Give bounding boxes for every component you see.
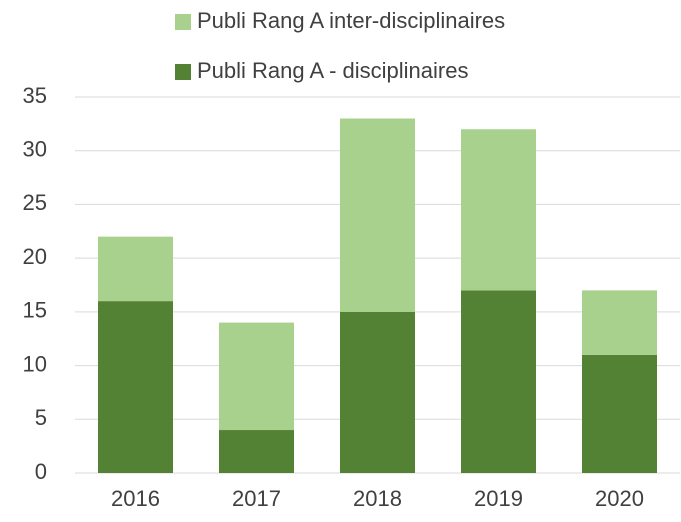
bar-segment xyxy=(98,236,173,302)
bar-segment xyxy=(582,290,657,355)
x-tick-label: 2016 xyxy=(111,486,160,511)
y-tick-label: 15 xyxy=(23,298,47,323)
y-tick-label: 0 xyxy=(35,459,47,484)
x-tick-label: 2020 xyxy=(595,486,644,511)
y-tick-label: 30 xyxy=(23,137,47,162)
legend-swatch xyxy=(175,64,191,80)
bar-segment xyxy=(340,311,415,473)
x-tick-label: 2018 xyxy=(353,486,402,511)
bar-segment xyxy=(461,129,536,291)
bar-segment xyxy=(219,430,294,473)
bar-segment xyxy=(98,301,173,473)
x-tick-label: 2017 xyxy=(232,486,281,511)
legend-label: Publi Rang A inter-disciplinaires xyxy=(197,8,505,33)
bar-segment xyxy=(219,322,294,431)
bar-segment xyxy=(340,118,415,312)
y-tick-label: 20 xyxy=(23,244,47,269)
bar-segment xyxy=(461,290,536,473)
x-tick-label: 2019 xyxy=(474,486,523,511)
y-tick-label: 10 xyxy=(23,351,47,376)
y-tick-label: 25 xyxy=(23,190,47,215)
legend-label: Publi Rang A - disciplinaires xyxy=(197,58,468,83)
y-tick-label: 5 xyxy=(35,405,47,430)
legend-swatch xyxy=(175,14,191,30)
y-tick-label: 35 xyxy=(23,83,47,108)
bar-segment xyxy=(582,354,657,473)
